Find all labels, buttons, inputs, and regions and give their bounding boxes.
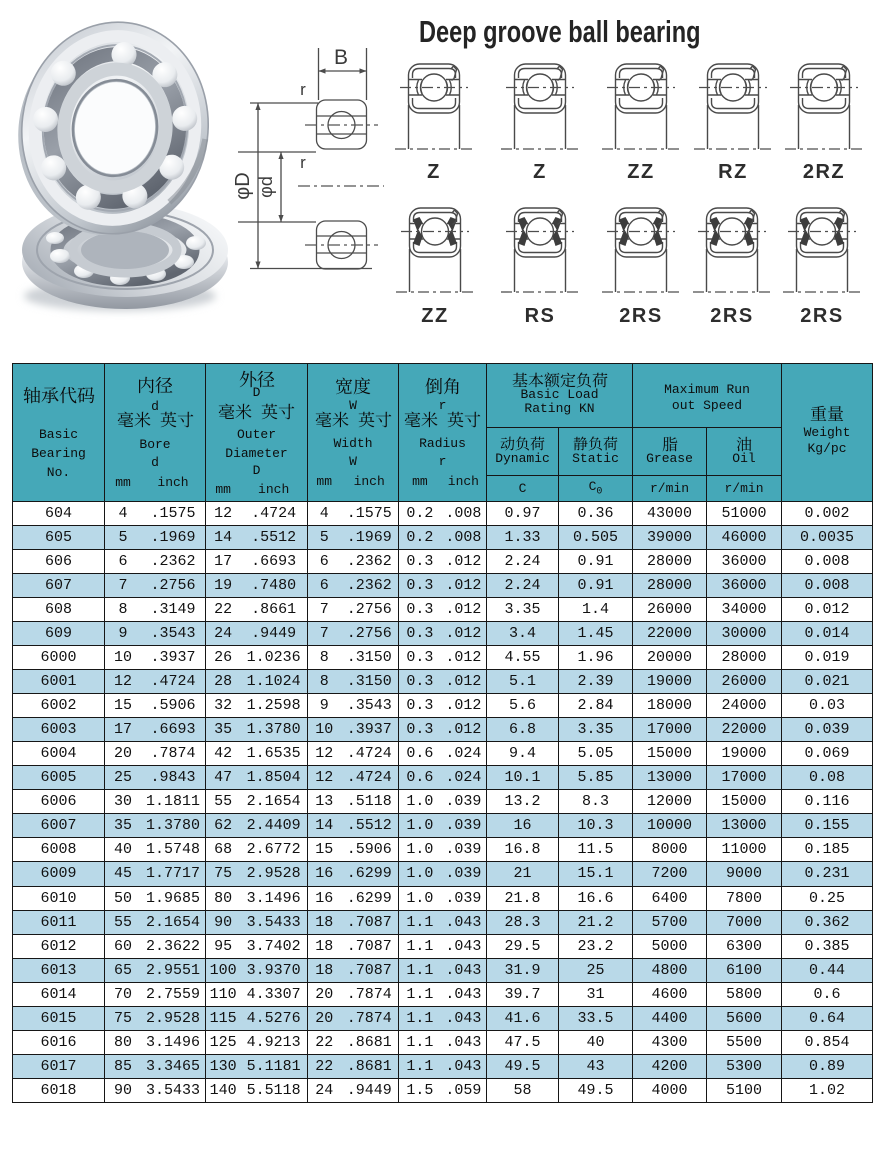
svg-text:RZ: RZ — [718, 161, 748, 183]
svg-text:ZZ: ZZ — [627, 161, 654, 183]
svg-text:2RZ: 2RZ — [803, 161, 845, 183]
svg-text:RS: RS — [525, 305, 556, 327]
svg-text:B: B — [334, 46, 348, 69]
svg-text:Z: Z — [427, 161, 441, 183]
svg-text:2RS: 2RS — [800, 305, 843, 327]
svg-text:φd: φd — [256, 176, 276, 198]
svg-text:2RS: 2RS — [710, 305, 753, 327]
svg-text:Z: Z — [533, 161, 547, 183]
svg-text:r: r — [300, 80, 306, 99]
svg-text:2RS: 2RS — [619, 305, 662, 327]
svg-text:φD: φD — [232, 172, 254, 199]
svg-text:ZZ: ZZ — [421, 305, 448, 327]
svg-text:r: r — [300, 153, 306, 172]
